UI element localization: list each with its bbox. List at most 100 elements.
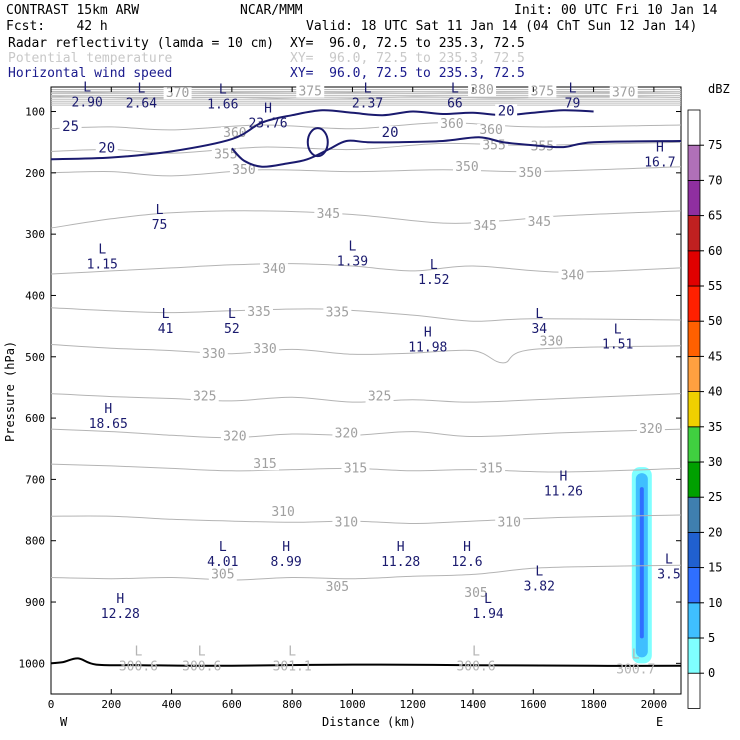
center-title: NCAR/MMM: [240, 3, 303, 18]
extremum-value: 2.37: [352, 96, 383, 111]
theta-label-bg: [516, 166, 545, 179]
extremum-low-marker: L: [198, 644, 206, 659]
x-end-right-label: E: [656, 715, 663, 729]
colorbar: 0 5 10 15 20 25 30 35 40 45 50 55 60 65 70 75: [687, 109, 722, 709]
theta-label: 360: [223, 126, 246, 141]
theta-label-bg: [314, 207, 343, 220]
extremum-high-marker: H: [264, 102, 272, 117]
valid-time: Valid: 18 UTC Sat 11 Jan 14 (04 ChT Sun …: [306, 19, 697, 34]
extremum-value: 3.5: [657, 567, 680, 582]
extremum-high-marker: H: [104, 402, 112, 417]
extremum-high-marker: H: [463, 540, 471, 555]
colorbar-box: [687, 250, 701, 287]
extremum-value: 1.66: [207, 98, 238, 113]
x-tick-label: 200: [101, 698, 121, 711]
theta-label: 310: [497, 515, 520, 530]
theta-label-bg: [269, 505, 298, 518]
theta-label: 375: [298, 84, 321, 99]
x-tick-label: 2000: [641, 698, 668, 711]
extremum-low-marker: L: [349, 240, 357, 255]
colorbar-box: [687, 144, 701, 181]
colorbar-label: 15: [708, 561, 722, 575]
theta-label-bg: [341, 462, 370, 475]
extremum-high-marker: H: [656, 140, 664, 155]
y-tick-label: 400: [25, 289, 45, 302]
theta-label: 370: [166, 86, 189, 101]
extremum-low-marker: L: [364, 81, 372, 96]
theta-label: 315: [479, 461, 502, 476]
theta-label: 320: [335, 426, 358, 441]
theta-label-bg: [332, 516, 361, 529]
theta-contour-325: [50, 393, 682, 403]
wind-contours: 25 20 20 20: [50, 104, 682, 168]
extremum-low-marker: L: [632, 647, 640, 662]
y-tick-label: 200: [25, 167, 45, 180]
field-3-name: Horizontal wind speed: [8, 66, 172, 81]
colorbar-box: [687, 391, 701, 428]
extremum-value: 11.28: [381, 555, 420, 570]
y-axis-title: Pressure (hPa): [3, 341, 17, 442]
theta-label: 305: [211, 568, 234, 583]
theta-label: 310: [271, 505, 294, 520]
extremum-value: 1.52: [418, 273, 449, 288]
extremum-value: 8.99: [270, 555, 301, 570]
theta-label-bg: [251, 458, 280, 471]
theta-label-bg: [251, 342, 280, 355]
extremum-low-marker: L: [614, 322, 622, 337]
y-tick-label: 500: [25, 351, 45, 364]
field-2-xy: XY= 96.0, 72.5 to 235.3, 72.5: [290, 51, 525, 66]
theta-label-bg: [323, 306, 352, 319]
colorbar-box: [687, 672, 701, 709]
y-tick-label: 800: [25, 535, 45, 548]
theta-label-bg: [244, 306, 273, 319]
theta-label: 345: [473, 219, 496, 234]
theta-contour-360: [50, 122, 682, 131]
theta-label-bg: [208, 568, 237, 581]
extremum-low-marker: L: [430, 258, 438, 273]
extremum-low-marker: L: [288, 644, 296, 659]
extremum-low-marker: L: [83, 80, 91, 95]
theta-contour-340: [50, 263, 682, 275]
wind-label-bg: [95, 141, 118, 155]
extremum-low-marker: L: [535, 307, 543, 322]
extremum-low-marker: L: [219, 83, 227, 98]
theta-contour-345: [50, 210, 682, 229]
theta-label: 330: [540, 335, 563, 350]
x-tick-label: 1400: [460, 698, 487, 711]
field-2-name: Potential temperature: [8, 51, 173, 66]
theta-label-bg: [525, 215, 554, 228]
theta-contour-330: [50, 344, 682, 364]
theta-label: 305: [464, 586, 487, 601]
theta-label-bg: [260, 263, 289, 276]
extremum-value: 18.65: [89, 417, 128, 432]
colorbar-label: 50: [708, 314, 722, 328]
colorbar-label: 45: [708, 349, 722, 363]
extremum-value: 12.28: [101, 607, 140, 622]
wind-contour-20-1: [231, 136, 682, 168]
extremum-high-marker: H: [116, 592, 124, 607]
x-tick-label: 0: [48, 698, 55, 711]
init-time: Init: 00 UTC Fri 10 Jan 14: [514, 3, 718, 18]
y-tick-label: 700: [25, 473, 45, 486]
terrain-surface: [50, 657, 682, 667]
theta-contour-315: [50, 463, 682, 473]
plot-frame: [50, 86, 682, 695]
extremum-low-marker: L: [156, 203, 164, 218]
extremum-value: 1.94: [472, 607, 503, 622]
colorbar-label: 70: [708, 173, 722, 187]
extremum-high-marker: H: [424, 326, 432, 341]
colorbar-box: [687, 215, 701, 252]
extremum-low-marker: L: [219, 540, 227, 555]
extremum-value: 1.51: [602, 337, 633, 352]
x-tick-label: 1800: [580, 698, 607, 711]
wind-label: 25: [62, 119, 79, 135]
theta-label: 320: [639, 422, 662, 437]
theta-label-bg: [296, 85, 325, 98]
extremum-low-marker: L: [98, 243, 106, 258]
theta-label: 335: [326, 306, 349, 321]
extremum-value: 52: [224, 322, 240, 337]
theta-label: 340: [262, 262, 285, 277]
